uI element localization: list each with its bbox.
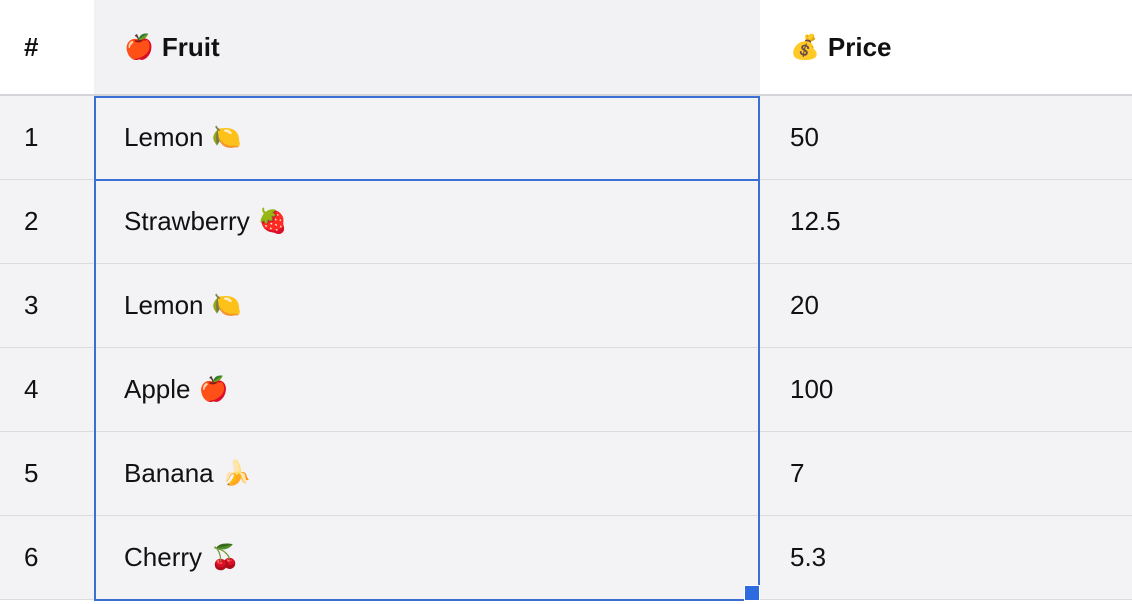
fruit-name: Apple: [124, 374, 191, 404]
fruit-name: Lemon: [124, 290, 204, 320]
fruit-cell[interactable]: Cherry 🍒: [94, 516, 760, 599]
fruit-cell[interactable]: Lemon 🍋: [94, 264, 760, 347]
row-index: 3: [24, 290, 39, 320]
banana-icon: 🍌: [221, 460, 252, 487]
table-row: 4 Apple 🍎 100: [0, 348, 1132, 432]
price-value: 100: [790, 374, 834, 404]
lemon-icon: 🍋: [211, 124, 242, 151]
fruit-name: Strawberry: [124, 206, 250, 236]
apple-icon: 🍎: [198, 376, 229, 403]
row-index-cell[interactable]: 6: [0, 516, 94, 599]
price-cell[interactable]: 12.5: [760, 180, 1132, 263]
cherry-icon: 🍒: [210, 544, 240, 571]
price-cell[interactable]: 20: [760, 264, 1132, 347]
table-row: 5 Banana 🍌 7: [0, 432, 1132, 516]
table-row: 1 Lemon 🍋 50: [0, 96, 1132, 180]
row-index: 6: [24, 542, 39, 572]
table-row: 3 Lemon 🍋 20: [0, 264, 1132, 348]
column-header-index[interactable]: #: [0, 0, 94, 94]
fruit-name: Cherry: [124, 542, 203, 572]
row-index-cell[interactable]: 3: [0, 264, 94, 347]
row-index-cell[interactable]: 1: [0, 96, 94, 179]
header-row: # 🍎 Fruit 💰 Price: [0, 0, 1132, 96]
strawberry-icon: 🍓: [257, 208, 288, 235]
column-header-price-label: Price: [827, 31, 892, 62]
fruit-cell[interactable]: Banana 🍌: [94, 432, 760, 515]
price-value: 50: [790, 122, 819, 152]
price-cell[interactable]: 5.3: [760, 516, 1132, 599]
row-index-cell[interactable]: 2: [0, 180, 94, 263]
fruit-name: Lemon: [124, 122, 204, 152]
apple-icon: 🍎: [124, 33, 154, 61]
row-index: 1: [24, 122, 39, 152]
price-value: 7: [790, 458, 805, 488]
table-row: 6 Cherry 🍒 5.3: [0, 516, 1132, 600]
fill-handle[interactable]: [744, 585, 760, 601]
money-bag-icon: 💰: [790, 33, 820, 61]
column-header-fruit-label: Fruit: [161, 31, 220, 62]
column-header-price[interactable]: 💰 Price: [760, 0, 1132, 94]
price-cell[interactable]: 50: [760, 96, 1132, 179]
column-header-index-label: #: [24, 31, 39, 62]
lemon-icon: 🍋: [211, 292, 242, 319]
table-row: 2 Strawberry 🍓 12.5: [0, 180, 1132, 264]
price-cell[interactable]: 100: [760, 348, 1132, 431]
fruit-cell[interactable]: Strawberry 🍓: [94, 180, 760, 263]
fruit-name: Banana: [124, 458, 214, 488]
price-value: 20: [790, 290, 819, 320]
row-index-cell[interactable]: 5: [0, 432, 94, 515]
row-index: 5: [24, 458, 39, 488]
row-index: 4: [24, 374, 39, 404]
price-cell[interactable]: 7: [760, 432, 1132, 515]
row-index-cell[interactable]: 4: [0, 348, 94, 431]
column-header-fruit[interactable]: 🍎 Fruit: [94, 0, 760, 94]
fruit-cell[interactable]: Apple 🍎: [94, 348, 760, 431]
price-value: 12.5: [790, 206, 841, 236]
price-value: 5.3: [790, 542, 827, 572]
fruit-cell[interactable]: Lemon 🍋: [94, 96, 760, 179]
row-index: 2: [24, 206, 39, 236]
